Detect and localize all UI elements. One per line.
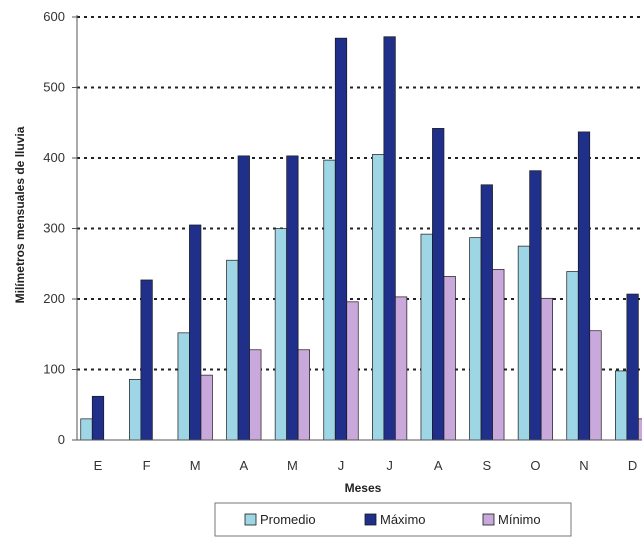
bar-mximo bbox=[286, 155, 299, 441]
x-tick-label: S bbox=[482, 458, 491, 473]
y-tick-label: 200 bbox=[43, 291, 65, 306]
x-tick-label: O bbox=[530, 458, 540, 473]
grid-lines bbox=[77, 16, 642, 371]
legend-swatch bbox=[482, 513, 495, 526]
bar-mximo bbox=[432, 128, 445, 441]
legend-items: Promedio Máximo Mínimo bbox=[244, 512, 541, 527]
bar-promedio bbox=[177, 332, 190, 441]
bar-mnimo bbox=[492, 269, 505, 441]
y-tick-label: 400 bbox=[43, 150, 65, 165]
y-axis-title: Milímetros mensuales de lluvia bbox=[13, 126, 27, 303]
bar-mnimo bbox=[637, 418, 642, 441]
bar-mnimo bbox=[589, 330, 602, 441]
bars bbox=[80, 36, 642, 441]
x-tick-label: N bbox=[579, 458, 588, 473]
bar-promedio bbox=[372, 154, 385, 441]
x-tick-label: M bbox=[287, 458, 298, 473]
bar-mximo bbox=[189, 224, 202, 441]
bar-mximo bbox=[140, 279, 153, 441]
bar-promedio bbox=[226, 259, 239, 441]
bar-mnimo bbox=[443, 276, 456, 441]
bar-mnimo bbox=[346, 301, 359, 441]
legend: Promedio Máximo Mínimo bbox=[214, 502, 572, 537]
bar-mnimo bbox=[249, 349, 262, 441]
legend-label: Máximo bbox=[380, 512, 426, 527]
bar-mximo bbox=[383, 36, 396, 441]
bar-promedio bbox=[566, 271, 579, 441]
bar-promedio bbox=[517, 245, 531, 441]
y-tick-label: 0 bbox=[58, 432, 65, 447]
bar-mximo bbox=[91, 395, 105, 441]
x-tick-label: F bbox=[143, 458, 151, 473]
x-tick-label: M bbox=[190, 458, 201, 473]
bar-mnimo bbox=[540, 297, 554, 441]
x-tick-label: D bbox=[628, 458, 637, 473]
bar-mximo bbox=[237, 155, 250, 441]
bar-mximo bbox=[529, 170, 542, 441]
bar-promedio bbox=[469, 237, 482, 441]
legend-swatch bbox=[244, 513, 257, 526]
legend-label: Mínimo bbox=[498, 512, 541, 527]
bar-mnimo bbox=[200, 374, 213, 441]
bar-promedio bbox=[420, 233, 433, 441]
x-tick-label: J bbox=[386, 458, 393, 473]
legend-label: Promedio bbox=[260, 512, 316, 527]
bar-mximo bbox=[480, 184, 493, 441]
bar-mximo bbox=[334, 37, 348, 441]
y-tick-label: 100 bbox=[43, 362, 65, 377]
bar-promedio bbox=[129, 379, 142, 441]
y-tick-label: 600 bbox=[43, 9, 65, 24]
bar-mnimo bbox=[297, 349, 310, 441]
bar-promedio bbox=[80, 418, 93, 441]
y-tick-label: 300 bbox=[43, 221, 65, 236]
legend-box bbox=[214, 502, 572, 537]
legend-swatch bbox=[364, 513, 377, 526]
bar-mximo bbox=[577, 131, 591, 441]
bar-mnimo bbox=[395, 296, 408, 441]
x-tick-label: A bbox=[434, 458, 443, 473]
bar-promedio bbox=[614, 370, 628, 441]
x-axis-title: Meses bbox=[345, 481, 382, 495]
bar-mximo bbox=[626, 293, 639, 441]
x-tick-label: E bbox=[94, 458, 103, 473]
y-tick-label: 500 bbox=[43, 80, 65, 95]
bar-promedio bbox=[323, 159, 336, 441]
x-tick-label: J bbox=[338, 458, 345, 473]
bar-promedio bbox=[274, 228, 287, 441]
y-tick-labels: 0 100 200 300 400 500 600 bbox=[43, 9, 77, 447]
x-tick-label: A bbox=[239, 458, 248, 473]
